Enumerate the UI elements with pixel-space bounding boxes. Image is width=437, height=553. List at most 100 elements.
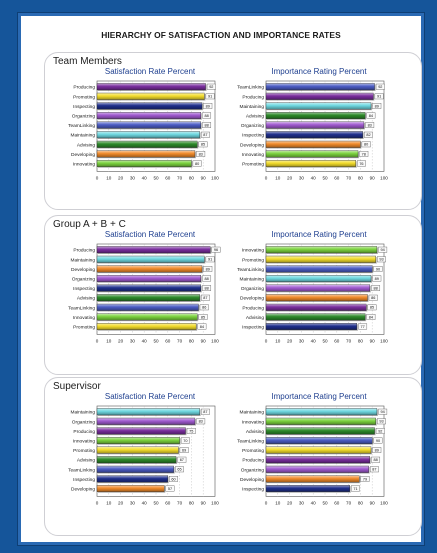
data-label-box bbox=[202, 122, 212, 128]
category-label: Developing bbox=[71, 267, 95, 273]
x-tick-label: 10 bbox=[106, 338, 112, 343]
x-tick-label: 20 bbox=[287, 338, 293, 343]
category-label: Organizing bbox=[72, 419, 96, 425]
bar bbox=[96, 275, 202, 282]
data-label: 89 bbox=[375, 104, 379, 108]
x-tick-label: 0 bbox=[96, 500, 99, 505]
bar bbox=[96, 112, 202, 119]
x-tick-label: 30 bbox=[299, 175, 305, 180]
data-label-box bbox=[365, 122, 375, 128]
bar bbox=[265, 303, 367, 311]
bar bbox=[96, 150, 196, 158]
category-label: Maintaining bbox=[239, 277, 264, 283]
data-label: 79 bbox=[363, 477, 367, 481]
data-label: 83 bbox=[199, 152, 203, 156]
data-label-box bbox=[200, 131, 210, 138]
x-tick-label: 80 bbox=[189, 500, 195, 505]
category-label: TeamLinking bbox=[68, 123, 95, 129]
bar bbox=[265, 112, 366, 119]
x-tick-label: 50 bbox=[153, 338, 159, 343]
bar bbox=[96, 140, 198, 148]
data-label: 86 bbox=[202, 306, 206, 310]
x-tick-label: 40 bbox=[142, 500, 148, 505]
data-label-box bbox=[359, 151, 369, 157]
data-label-box bbox=[351, 485, 360, 492]
category-label: Maintaining bbox=[70, 257, 95, 263]
bar bbox=[96, 121, 202, 129]
chart-title: Satisfaction Rate Percent bbox=[105, 230, 196, 239]
bar bbox=[265, 465, 369, 473]
x-tick-label: 70 bbox=[177, 175, 183, 180]
bar bbox=[265, 160, 356, 167]
chart-group-abc-importance: Importance Rating Percent 0 10 20 30 40 50 60 70… bbox=[237, 230, 388, 343]
data-label-box bbox=[367, 304, 377, 311]
report-page: HIERARCHY OF SATISFACTION AND IMPORTANCE… bbox=[17, 12, 425, 546]
x-tick-label: 40 bbox=[142, 338, 148, 343]
category-label: Inspecting bbox=[73, 104, 95, 110]
bar bbox=[265, 408, 378, 416]
bar bbox=[265, 275, 372, 282]
x-tick-label: 50 bbox=[153, 175, 159, 180]
x-tick-label: 30 bbox=[299, 500, 305, 505]
data-label-box bbox=[375, 83, 385, 90]
data-label: 87 bbox=[203, 410, 207, 414]
bar bbox=[96, 284, 202, 292]
x-tick-label: 70 bbox=[177, 338, 183, 343]
category-label: TeamLinking bbox=[237, 439, 264, 445]
x-tick-label: 60 bbox=[334, 175, 340, 180]
data-label: 89 bbox=[206, 104, 210, 108]
x-tick-label: 80 bbox=[358, 175, 364, 180]
category-label: Developing bbox=[240, 296, 264, 302]
data-label-box bbox=[177, 456, 187, 463]
x-tick-label: 20 bbox=[118, 338, 124, 343]
data-label: 83 bbox=[368, 124, 372, 128]
category-label: Innovating bbox=[242, 152, 264, 158]
data-label: 65 bbox=[177, 468, 181, 472]
x-tick-label: 0 bbox=[265, 175, 268, 180]
x-tick-label: 20 bbox=[118, 175, 124, 180]
category-label: TeamLinking bbox=[68, 467, 95, 473]
data-label: 93 bbox=[379, 258, 383, 262]
data-label-box bbox=[368, 294, 378, 301]
data-label: 82 bbox=[366, 133, 370, 137]
data-label: 87 bbox=[203, 296, 207, 300]
data-label-box bbox=[361, 141, 371, 148]
data-label: 91 bbox=[208, 258, 212, 262]
x-tick-label: 60 bbox=[334, 338, 340, 343]
data-label-box bbox=[180, 437, 190, 444]
x-tick-label: 90 bbox=[201, 175, 207, 180]
chart-title: Importance Rating Percent bbox=[271, 392, 367, 401]
x-tick-label: 90 bbox=[370, 500, 376, 505]
data-label-box bbox=[198, 314, 208, 320]
chart-supervisor-importance: Importance Rating Percent 0 10 20 30 40 50 60 70… bbox=[237, 392, 388, 505]
data-label-box bbox=[202, 285, 212, 291]
data-label: 88 bbox=[373, 458, 377, 462]
category-label: Developing bbox=[71, 487, 95, 493]
data-label: 57 bbox=[168, 487, 172, 491]
bar bbox=[265, 83, 375, 91]
x-tick-label: 70 bbox=[346, 338, 352, 343]
category-label: Advising bbox=[246, 114, 264, 120]
bar bbox=[96, 246, 211, 254]
data-label-box bbox=[371, 456, 381, 463]
category-label: Inspecting bbox=[73, 286, 95, 292]
category-label: Organizing bbox=[72, 277, 96, 283]
bar bbox=[96, 437, 180, 444]
bar bbox=[265, 246, 378, 254]
category-label: Producing bbox=[73, 85, 95, 91]
bar bbox=[96, 313, 198, 321]
category-label: Innovating bbox=[73, 439, 95, 445]
category-label: Producing bbox=[73, 248, 95, 254]
bar bbox=[265, 294, 368, 302]
bar bbox=[265, 475, 360, 483]
x-tick-label: 100 bbox=[211, 338, 219, 343]
data-label: 84 bbox=[369, 114, 373, 118]
data-label-box bbox=[197, 323, 207, 330]
x-tick-label: 100 bbox=[380, 500, 388, 505]
category-label: TeamLinking bbox=[237, 85, 264, 91]
category-label: Innovating bbox=[242, 248, 264, 254]
x-tick-label: 60 bbox=[165, 175, 171, 180]
bar bbox=[265, 323, 358, 330]
chart-group-abc-satisfaction: Satisfaction Rate Percent 0 10 20 30 40 50 60 70… bbox=[68, 230, 221, 343]
category-label: Inspecting bbox=[242, 487, 264, 493]
